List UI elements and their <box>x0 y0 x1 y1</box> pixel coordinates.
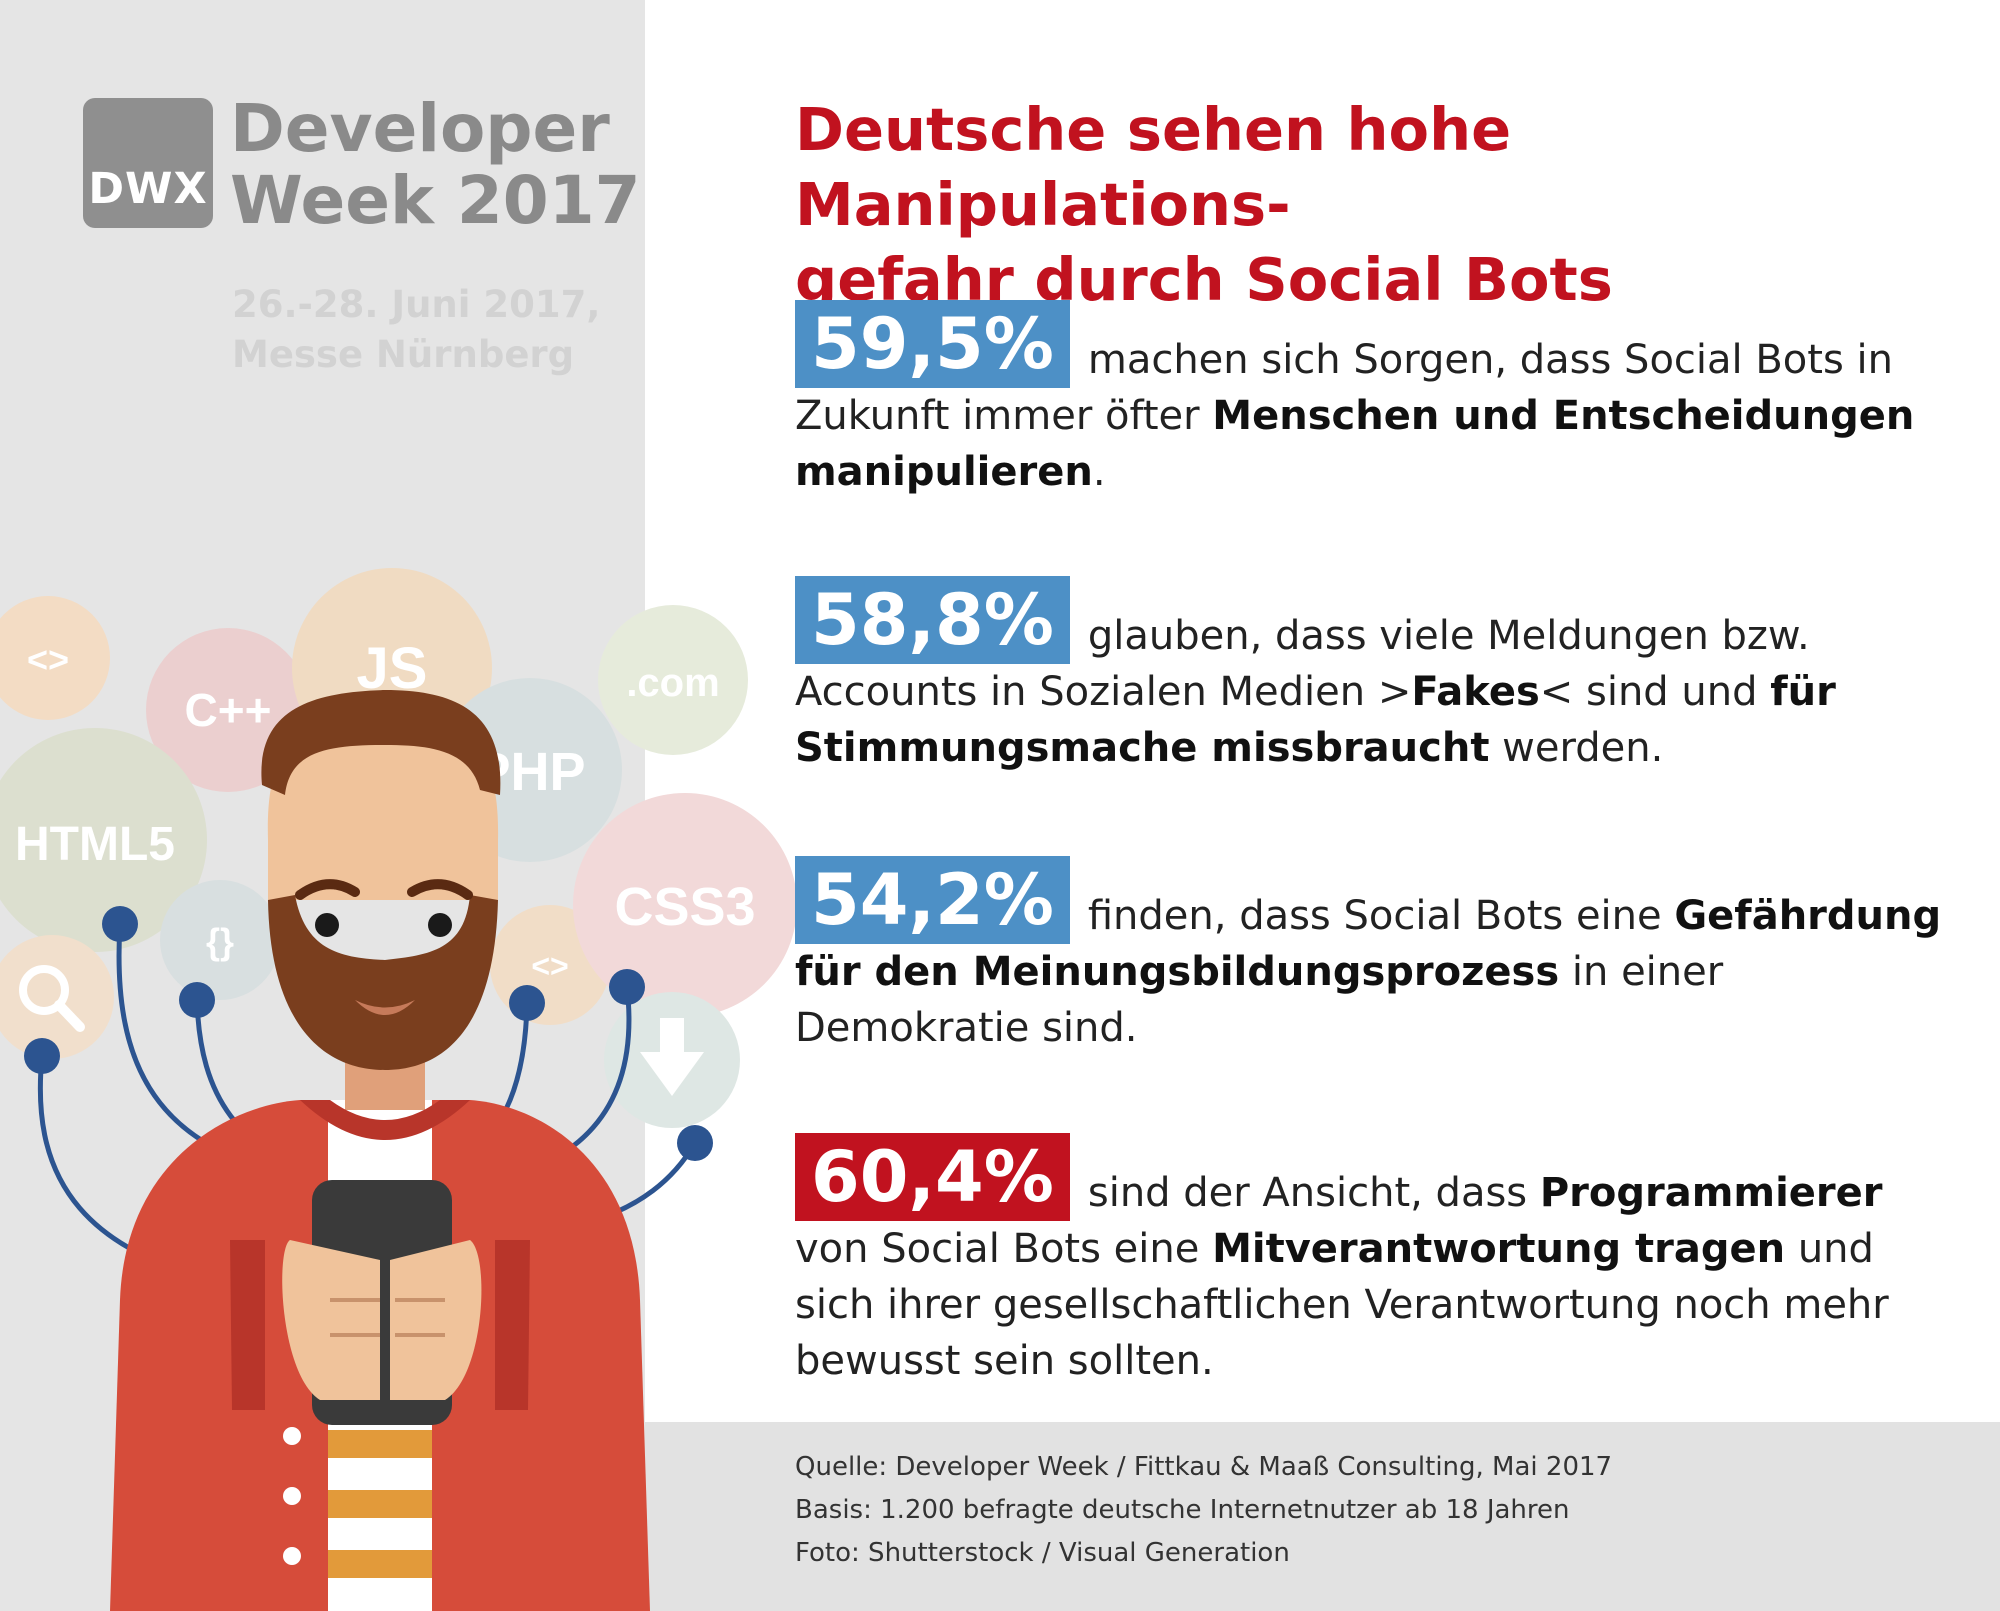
stat-1-text-a: machen sich Sorgen, dass Social Bots in … <box>795 337 1893 439</box>
dwx-logo: DWX <box>83 98 213 228</box>
source-notes: Quelle: Developer Week / Fittkau & Maaß … <box>795 1446 1612 1575</box>
svg-text:.com: .com <box>626 661 719 705</box>
headline: Deutsche sehen hohe Manipulations- gefah… <box>795 92 1965 317</box>
svg-text:HTML5: HTML5 <box>15 818 175 871</box>
stat-4-text-c: von Social Bots eine <box>795 1226 1213 1272</box>
bubble-com: .com <box>598 605 748 755</box>
cable-plug-icons <box>24 906 713 1161</box>
bubble-css3: CSS3 <box>573 793 797 1017</box>
event-date: 26.-28. Juni 2017, <box>232 283 601 326</box>
stat-4-text-a: sind der Ansicht, dass <box>1087 1170 1540 1216</box>
logo-title-line2: Week 2017 <box>230 162 641 239</box>
stat-2: 58,8% glauben, dass viele Meldungen bzw. … <box>795 576 1955 776</box>
stat-4-text-b: Programmierer <box>1539 1170 1883 1216</box>
bubble-html-tag: <> <box>0 596 110 720</box>
stat-2-text-b: Fakes <box>1411 669 1540 715</box>
photo-credit-line: Foto: Shutterstock / Visual Generation <box>795 1538 1290 1568</box>
logo-title-line1: Developer <box>230 90 610 167</box>
search-icon <box>0 935 114 1059</box>
stat-3-text-a: finden, dass Social Bots eine <box>1087 893 1675 939</box>
source-line: Quelle: Developer Week / Fittkau & Maaß … <box>795 1452 1613 1482</box>
stat-3-text-c: in einer Demokratie sind. <box>795 949 1724 1051</box>
svg-text:<>: <> <box>27 639 69 680</box>
download-arrow-icon <box>604 992 740 1128</box>
logo-badge-text: DWX <box>88 164 208 214</box>
developer-illustration: <> C++ JS .com PHP HTML5 {} <> <box>0 568 797 1611</box>
event-venue: Messe Nürnberg <box>232 333 575 376</box>
stat-4-text-e: und sich ihrer gesellschaftlichen Verant… <box>795 1226 1889 1384</box>
bubble-html5: HTML5 <box>0 728 207 952</box>
stat-2-text-c: < sind und <box>1539 669 1771 715</box>
stat-1-value: 59,5% <box>795 300 1070 388</box>
footer-band <box>645 1422 2000 1611</box>
person-figure <box>110 690 650 1611</box>
logo-title: Developer Week 2017 <box>230 93 641 237</box>
stat-1: 59,5% machen sich Sorgen, dass Social Bot… <box>795 300 1955 500</box>
event-info: 26.-28. Juni 2017, Messe Nürnberg <box>232 280 600 380</box>
stat-2-text-d: für Stimmungsmache missbraucht <box>795 669 1836 771</box>
stat-1-text-b: Menschen und Entscheidungen manipulieren <box>795 393 1915 495</box>
headline-line1: Deutsche sehen hohe Manipulations- <box>795 95 1512 239</box>
stat-3-text-b: Gefährdung für den Meinungsbildungsproze… <box>795 893 1942 995</box>
stat-3-value: 54,2% <box>795 856 1070 944</box>
stat-1-text-c: . <box>1092 449 1106 495</box>
stat-2-text-e: werden. <box>1489 725 1664 771</box>
stat-4-text-d: Mitverantwortung tragen <box>1212 1226 1786 1272</box>
svg-text:CSS3: CSS3 <box>614 877 755 937</box>
svg-text:{}: {} <box>206 921 234 962</box>
svg-text:<>: <> <box>531 948 568 984</box>
svg-text:C++: C++ <box>185 684 272 736</box>
bubble-braces: {} <box>160 880 280 1000</box>
stat-4-value: 60,4% <box>795 1133 1070 1221</box>
stat-3: 54,2% finden, dass Social Bots eine Gefäh… <box>795 856 1955 1056</box>
stat-4: 60,4% sind der Ansicht, dass Programmiere… <box>795 1133 1955 1389</box>
basis-line: Basis: 1.200 befragte deutsche Internetn… <box>795 1495 1570 1525</box>
stat-2-text-a: glauben, dass viele Meldungen bzw. Accou… <box>795 613 1810 715</box>
stat-2-value: 58,8% <box>795 576 1070 664</box>
